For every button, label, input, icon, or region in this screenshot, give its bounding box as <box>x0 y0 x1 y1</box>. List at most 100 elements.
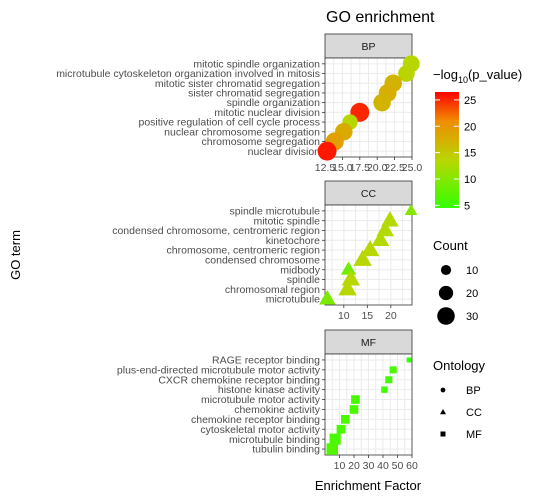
y-tick-label: sister chromatid segregation <box>188 88 320 100</box>
size-legend-label: 10 <box>466 265 478 277</box>
y-tick-label: chromosomal region <box>225 284 320 296</box>
color-legend-title-prefix: −log <box>433 67 458 82</box>
panel-strip-label: CC <box>361 188 377 200</box>
shape-legend-label: CC <box>466 407 482 419</box>
point-mf-histone-kinase-activity <box>381 386 388 393</box>
y-tick-label: spindle <box>287 274 320 286</box>
y-tick-label: microtubule cytoskeleton organization in… <box>56 68 320 80</box>
x-tick-label: 15 <box>361 310 373 322</box>
y-tick-label: midbody <box>280 264 320 276</box>
x-tick-label: 15.0 <box>332 162 353 174</box>
x-tick-label: 25.0 <box>402 162 423 174</box>
point-mf-chemokine-activity <box>349 405 359 414</box>
color-legend-bar <box>435 92 459 208</box>
size-legend-title: Count <box>433 238 468 253</box>
panel-strip <box>324 180 413 206</box>
point-bp-nuclear-division <box>317 141 337 161</box>
point-mf-tubulin-binding <box>326 443 339 455</box>
point-cc-condensed-chromosome <box>353 249 372 266</box>
point-cc-spindle-microtubule <box>404 203 418 216</box>
y-tick-label: mitotic nuclear division <box>214 107 320 119</box>
shape-legend-key-cc <box>440 409 446 415</box>
y-tick-label: spindle microtubule <box>230 205 321 217</box>
y-tick-label: CXCR chemokine receptor binding <box>158 374 320 386</box>
y-tick-label: nuclear division <box>248 146 321 158</box>
point-cc-spindle <box>341 269 361 286</box>
y-tick-label: histone kinase activity <box>218 384 321 396</box>
point-cc-microtubule <box>319 290 336 305</box>
point-mf-cxcr-chemokine-receptor-binding <box>385 376 393 384</box>
size-legend-key <box>438 285 454 301</box>
y-axis-title: GO term <box>8 230 23 280</box>
y-tick-label: condensed chromosome, centromeric region <box>112 225 320 237</box>
panel-bp: BP mitotic spindle organizationmicrotubul… <box>56 33 423 174</box>
y-tick-label: chromosome, centromeric region <box>167 245 321 257</box>
shape-legend-label: MF <box>466 429 482 441</box>
panel-border <box>324 57 413 158</box>
size-legend-label: 20 <box>466 288 478 300</box>
shape-legend-label: BP <box>466 385 481 397</box>
size-legend-label: 30 <box>466 311 478 323</box>
color-legend-label: 20 <box>464 121 476 133</box>
point-mf-microtubule-binding <box>329 433 341 445</box>
shape-legend-key-bp <box>440 387 446 393</box>
color-legend-title-sub: 10 <box>458 75 468 85</box>
y-tick-label: microtubule motor activity <box>201 394 321 406</box>
x-tick-label: 10 <box>334 460 346 472</box>
color-legend-label: 10 <box>464 174 476 186</box>
point-mf-plus-end-directed-microtubule-motor-activity <box>389 366 397 374</box>
y-tick-label: plus-end-directed microtubule motor acti… <box>117 364 321 376</box>
panel-strip <box>324 329 413 355</box>
color-legend-label: 15 <box>464 148 476 160</box>
size-legend-key <box>440 264 452 276</box>
size-legend-key <box>437 307 455 325</box>
x-axis-title: Enrichment Factor <box>315 478 422 493</box>
point-bp-spindle-organization <box>373 93 391 112</box>
point-cc-midbody <box>340 261 357 275</box>
y-tick-label: RAGE receptor binding <box>212 355 320 367</box>
x-tick-label: 20 <box>348 460 360 472</box>
color-legend-title-suffix: (p_value) <box>468 67 522 82</box>
chart-title: GO enrichment <box>326 9 435 26</box>
panel-strip <box>324 33 413 59</box>
x-tick-label: 12.5 <box>315 162 336 174</box>
x-tick-label: 20 <box>385 310 397 322</box>
y-tick-label: mitotic spindle <box>253 215 320 227</box>
shape-legend-key-mf <box>440 431 446 437</box>
y-tick-label: chemokine receptor binding <box>191 414 320 426</box>
x-tick-label: 17.5 <box>350 162 371 174</box>
point-mf-cytoskeletal-motor-activity <box>336 424 346 434</box>
y-tick-label: condensed chromosome <box>205 255 320 267</box>
x-tick-label: 40 <box>377 460 389 472</box>
y-tick-label: tubulin binding <box>252 444 320 456</box>
x-tick-label: 30 <box>363 460 375 472</box>
point-cc-chromosomal-region <box>338 279 357 296</box>
x-tick-label: 22.5 <box>384 162 405 174</box>
panel-strip-label: MF <box>361 337 376 349</box>
point-cc-chromosome-centromeric-region <box>360 240 380 257</box>
y-tick-label: microtubule binding <box>229 434 320 446</box>
y-tick-label: kinetochore <box>266 235 320 247</box>
x-tick-label: 20.0 <box>367 162 388 174</box>
y-tick-label: spindle organization <box>227 97 321 109</box>
panel-strip-label: BP <box>361 41 375 53</box>
y-tick-label: positive regulation of cell cycle proces… <box>138 117 320 129</box>
x-tick-label: 50 <box>392 460 404 472</box>
x-tick-label: 10 <box>338 310 350 322</box>
panel-border <box>324 204 413 306</box>
color-legend-label: 25 <box>464 95 476 107</box>
y-tick-label: chemokine activity <box>234 404 321 416</box>
panel-mf: MF RAGE receptor bindingplus-end-directed… <box>117 329 418 472</box>
point-mf-microtubule-motor-activity <box>351 395 360 404</box>
color-legend-label: 5 <box>464 200 470 212</box>
shape-legend-title: Ontology <box>433 358 486 373</box>
y-tick-label: chromosome segregation <box>202 136 321 148</box>
point-bp-microtubule-cytoskeleton-organization-involved-in-mitosis <box>398 65 415 82</box>
y-tick-label: mitotic spindle organization <box>193 58 320 70</box>
y-tick-label: mitotic sister chromatid segregation <box>155 78 320 90</box>
y-tick-label: cytoskeletal motor activity <box>200 424 320 436</box>
color-legend-title: −log10(p_value) <box>433 67 522 85</box>
point-mf-chemokine-receptor-binding <box>340 415 350 424</box>
